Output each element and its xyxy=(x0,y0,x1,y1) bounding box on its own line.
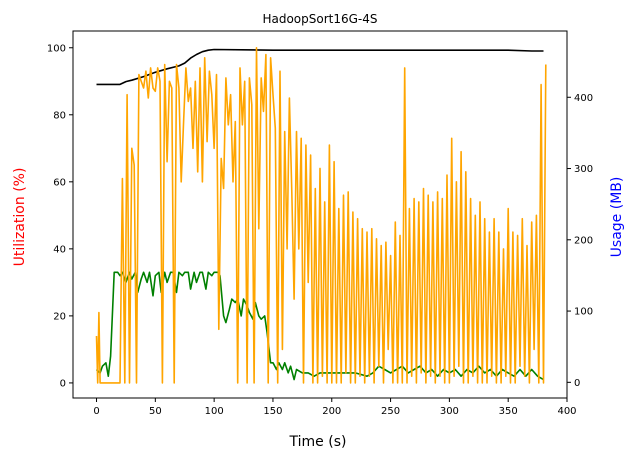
plot-lines xyxy=(95,46,547,384)
x-tick-label: 100 xyxy=(205,406,224,417)
right-y-tick-label: 0 xyxy=(574,378,580,389)
series-line-0 xyxy=(96,48,544,86)
left-y-tick-label: 20 xyxy=(53,311,66,322)
left-y-tick-label: 100 xyxy=(47,43,66,54)
left-y-tick-label: 40 xyxy=(53,244,66,255)
x-tick-label: 200 xyxy=(322,406,341,417)
right-y-tick-label: 200 xyxy=(574,235,593,246)
x-tick-label: 400 xyxy=(557,406,576,417)
x-tick-label: 350 xyxy=(499,406,518,417)
x-axis-label: Time (s) xyxy=(289,434,347,450)
left-y-axis-label: Utilization (%) xyxy=(12,168,28,267)
left-y-tick-label: 60 xyxy=(53,177,66,188)
chart-title: HadoopSort16G-4S xyxy=(262,12,377,26)
x-tick-label: 0 xyxy=(93,406,99,417)
x-tick-label: 300 xyxy=(440,406,459,417)
series-line-2 xyxy=(95,46,547,384)
plot-frame xyxy=(72,30,568,399)
x-tick-label: 150 xyxy=(263,406,282,417)
right-y-tick-label: 400 xyxy=(574,93,593,104)
left-y-axis: 0 20 40 60 80 100 xyxy=(47,43,73,389)
x-axis: 0 50 100 150 200 250 300 350 400 xyxy=(93,398,577,417)
right-y-axis-label: Usage (MB) xyxy=(609,177,625,258)
right-y-axis: 0 100 200 300 400 xyxy=(567,93,593,389)
left-y-tick-label: 0 xyxy=(60,378,66,389)
x-tick-label: 250 xyxy=(381,406,400,417)
right-y-tick-label: 300 xyxy=(574,164,593,175)
x-tick-label: 50 xyxy=(149,406,162,417)
right-y-tick-label: 100 xyxy=(574,307,593,318)
left-y-tick-label: 80 xyxy=(53,110,66,121)
